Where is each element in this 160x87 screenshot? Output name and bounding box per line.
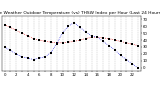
Title: Milwaukee Weather Outdoor Temperature (vs) THSW Index per Hour (Last 24 Hours): Milwaukee Weather Outdoor Temperature (v… [0,11,160,15]
